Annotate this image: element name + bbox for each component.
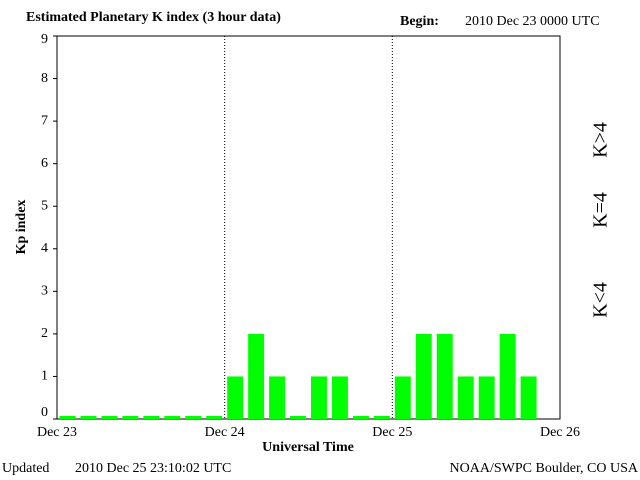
y-tick-label: 1 [41,369,48,384]
plot-frame [56,35,561,420]
bar [331,376,348,419]
legend-label: K=4 [590,192,612,228]
begin-time: 2010 Dec 23 0000 UTC [465,14,600,29]
bar [478,376,495,419]
y-tick-label: 7 [41,113,48,128]
y-tick-label: 8 [41,71,48,86]
bar [80,416,97,419]
updated-time: 2010 Dec 25 23:10:02 UTC [75,461,231,476]
bar [59,416,76,419]
bar [499,333,516,419]
x-tick-label: Dec 24 [205,425,245,440]
y-tick-label: 6 [41,156,48,171]
bar [269,376,286,419]
bar [394,376,411,419]
y-axis-label: Kp index [14,200,29,255]
x-tick-label: Dec 26 [540,425,580,440]
bar [373,416,390,419]
bar [415,333,432,419]
y-tick-label: 0 [41,405,48,420]
x-tick-label: Dec 23 [37,425,77,440]
legend-label: K>4 [590,122,612,158]
credit: NOAA/SWPC Boulder, CO USA [450,461,639,476]
bar [164,416,181,419]
y-tick-label: 4 [41,241,48,256]
bar [101,416,118,419]
y-tick-label: 2 [41,326,48,341]
legend-label: K<4 [590,282,612,318]
updated-label: Updated [2,461,49,476]
bar [206,416,223,419]
bar [122,416,139,419]
bar [143,416,160,419]
bar [311,376,327,419]
y-tick-label: 9 [41,32,48,47]
y-tick-label: 3 [41,284,48,299]
bar [185,416,202,419]
chart-title: Estimated Planetary K index (3 hour data… [26,10,281,25]
y-tick-label: 5 [41,198,48,213]
bar [457,376,474,419]
bar [520,376,537,419]
bar [436,333,453,419]
bar [227,376,244,419]
bar [352,416,369,419]
x-axis-label: Universal Time [262,440,354,455]
begin-label: Begin: [400,14,439,29]
bar [248,333,265,419]
bar [290,416,306,419]
x-tick-label: Dec 25 [372,425,412,440]
